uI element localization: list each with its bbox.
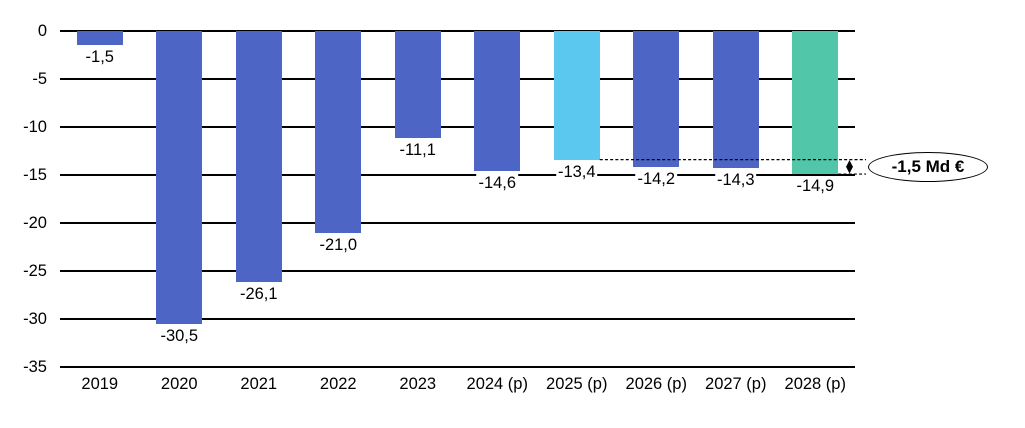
bar-2028-p: [792, 31, 839, 175]
gridline: [60, 270, 855, 272]
gridline: [60, 174, 855, 176]
bar-value-label: -21,0: [317, 235, 360, 255]
x-axis-tick-label: 2026 (p): [625, 375, 687, 393]
gridline: [60, 222, 855, 224]
y-axis-tick-label: -35: [23, 358, 47, 376]
x-axis-tick-label: 2023: [399, 375, 437, 393]
bar-value-label: -26,1: [237, 284, 280, 304]
bar-value-label: -1,5: [83, 48, 116, 68]
bar-2026-p: [633, 31, 680, 168]
bar-2023: [394, 31, 441, 138]
y-axis-tick-label: 0: [37, 22, 47, 40]
bar-value-label: -13,4: [555, 162, 598, 182]
y-axis-tick-label: -20: [23, 214, 47, 232]
y-axis-tick-label: -15: [23, 166, 47, 184]
x-axis-tick-label: 2028 (p): [784, 375, 846, 393]
annotation-callout: -1,5 Md €: [868, 151, 988, 182]
bar-2024-p: [474, 31, 521, 172]
gridline: [60, 30, 855, 32]
annotation-label: -1,5 Md €: [891, 156, 965, 176]
x-axis-tick-label: 2020: [160, 375, 198, 393]
x-axis-tick-label: 2024 (p): [466, 375, 528, 393]
y-axis-tick-label: -25: [23, 262, 47, 280]
bar-value-label: -11,1: [397, 140, 438, 160]
bar-2020: [156, 31, 203, 324]
gridline: [60, 318, 855, 320]
bar-value-label: -14,6: [476, 174, 519, 194]
gridline: [60, 366, 855, 368]
y-axis-tick-label: -10: [23, 118, 47, 136]
bar-2022: [315, 31, 362, 233]
x-axis-tick-label: 2027 (p): [705, 375, 767, 393]
bar-2021: [235, 31, 282, 282]
bar-2027-p: [712, 31, 759, 169]
x-axis-tick-label: 2019: [81, 375, 119, 393]
bar-value-label: -14,2: [635, 170, 678, 190]
bar-2019: [76, 31, 123, 46]
gridline: [60, 78, 855, 80]
bar-2025-p: [553, 31, 600, 160]
y-axis-tick-label: -5: [32, 70, 47, 88]
bar-value-label: -14,3: [714, 171, 757, 191]
bar-value-label: -14,9: [794, 177, 837, 197]
gridline: [60, 126, 855, 128]
bar-value-label: -30,5: [158, 326, 201, 346]
x-axis-tick-label: 2021: [240, 375, 278, 393]
x-axis-tick-label: 2022: [319, 375, 357, 393]
y-axis-tick-label: -30: [23, 310, 47, 328]
x-axis-tick-label: 2025 (p): [546, 375, 608, 393]
